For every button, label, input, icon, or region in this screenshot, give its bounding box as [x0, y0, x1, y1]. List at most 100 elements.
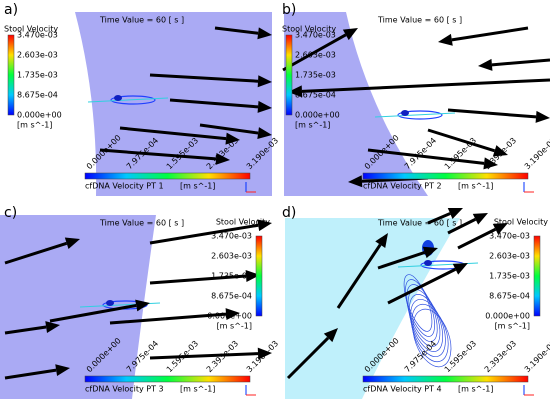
arrow-head	[447, 208, 463, 220]
velocity-arrow	[427, 212, 451, 225]
fluid-region	[75, 12, 272, 196]
velocity-arrow	[4, 368, 57, 380]
stool-tick-label: 0.000e+00	[485, 312, 530, 321]
streamline	[412, 308, 452, 368]
arrow-head	[225, 132, 240, 145]
stool-colorbar	[255, 235, 263, 317]
stool-colorbar	[533, 235, 541, 317]
arrow-head	[348, 175, 363, 188]
arrow-head	[225, 308, 240, 321]
arrow-head	[257, 100, 272, 113]
time-label: Time Value = 60 [ s ]	[377, 219, 462, 228]
velocity-arrow	[377, 251, 426, 270]
fluid-region	[284, 12, 428, 196]
velocity-arrow	[457, 227, 497, 250]
velocity-arrow	[199, 123, 259, 135]
time-label: Time Value = 60 [ s ]	[99, 219, 184, 228]
velocity-arrow	[427, 128, 496, 153]
stool-tick-label: 0.000e+00	[207, 312, 252, 321]
velocity-arrow	[282, 33, 347, 72]
cfdna-title: cfDNA Velocity PT 1	[85, 182, 164, 191]
stool-tick-label: 2.603e-03	[211, 252, 252, 261]
velocity-arrow	[447, 108, 537, 119]
velocity-arrow	[149, 223, 259, 245]
arrow-head	[422, 246, 438, 259]
cfdna-colorbar	[84, 172, 251, 180]
velocity-arrow	[214, 26, 259, 35]
stool-tick-label: 2.603e-03	[295, 51, 336, 60]
panel: c) Time Value = 60 [ s ] Stool Velocity 3.4…	[0, 205, 280, 399]
arrow-head	[135, 299, 150, 312]
cfdna-title: cfDNA Velocity PT 3	[85, 385, 164, 394]
stool-tick-label: 0.000e+00	[17, 111, 62, 120]
cfdna-colorbar	[84, 375, 251, 383]
arrow-head	[245, 270, 260, 282]
particle-trace	[110, 95, 156, 105]
arrow-head	[55, 364, 70, 377]
arrow-head	[257, 219, 272, 232]
particle	[106, 300, 114, 306]
stool-unit: [m s^-1]	[295, 121, 330, 130]
cfdna-unit: [m s^-1]	[458, 385, 493, 394]
velocity-arrow	[451, 26, 529, 42]
streamline	[410, 298, 446, 358]
panel: d) Time Value = 60 [ s ] Stool Velocity 3.4…	[282, 205, 550, 399]
arrow-head	[452, 263, 468, 275]
particle	[401, 110, 409, 116]
stool-tick-label: 1.735e-03	[211, 272, 252, 281]
stool-title: Stool Velocity	[4, 25, 58, 34]
particle-trail	[87, 97, 169, 103]
cfdna-unit: [m s^-1]	[180, 385, 215, 394]
stool-tick-label: 8.675e-04	[489, 292, 530, 301]
velocity-arrow	[169, 98, 259, 109]
arrow-head	[342, 28, 358, 41]
arrow-head	[492, 223, 508, 235]
velocity-arrow	[149, 274, 247, 285]
stool-tick-label: 3.470e-03	[295, 31, 336, 40]
velocity-arrow	[336, 243, 382, 309]
stool-tick-label: 2.603e-03	[489, 252, 530, 261]
stool-tick-label: 3.470e-03	[489, 232, 530, 241]
arrow-head	[257, 75, 272, 88]
stool-tick-label: 1.735e-03	[489, 272, 530, 281]
stool-title: Stool Velocity	[282, 25, 336, 34]
velocity-arrow	[387, 267, 457, 305]
velocity-arrow	[149, 352, 259, 360]
velocity-arrow	[367, 148, 485, 165]
arrow-head	[257, 127, 272, 140]
stool-tick-label: 1.735e-03	[295, 71, 336, 80]
panel: a) Time Value = 60 [ s ] Stool Velocity3.4…	[4, 2, 280, 196]
arrow-head	[478, 58, 493, 71]
panel-label: b)	[282, 2, 296, 18]
stool-tick-label: 0.000e+00	[295, 111, 340, 120]
time-label: Time Value = 60 [ s ]	[377, 16, 462, 25]
cfdna-title: cfDNA Velocity PT 2	[363, 182, 442, 191]
arrow-head	[483, 157, 498, 170]
stool-tick-label: 2.603e-03	[17, 51, 58, 60]
cfdna-unit: [m s^-1]	[180, 182, 215, 191]
velocity-arrow	[301, 78, 550, 93]
panel-label: c)	[4, 205, 17, 221]
stool-colorbar	[7, 34, 15, 116]
velocity-arrow	[149, 73, 259, 83]
cfdna-colorbar	[362, 375, 529, 383]
velocity-arrow	[119, 126, 227, 141]
arrow-head	[64, 237, 80, 249]
stool-tick-label: 8.675e-04	[211, 292, 252, 301]
arrow-head	[215, 152, 230, 165]
particle-trail	[374, 112, 456, 118]
arrow-head	[323, 328, 338, 343]
time-label: Time Value = 60 [ s ]	[99, 16, 184, 25]
particle-trace	[397, 110, 443, 120]
arrow-head	[257, 27, 272, 40]
arrow-head	[288, 85, 303, 98]
velocity-arrow	[491, 58, 550, 67]
velocity-arrow	[109, 312, 227, 325]
arrow-head	[438, 33, 453, 46]
cfdna-title: cfDNA Velocity PT 4	[363, 385, 442, 394]
stool-colorbar	[285, 34, 293, 116]
streamline	[403, 274, 433, 332]
panel: b) Time Value = 60 [ s ] Stool Velocity3.4…	[282, 2, 550, 196]
stool-tick-label: 3.470e-03	[211, 232, 252, 241]
arrow-head	[492, 145, 508, 157]
